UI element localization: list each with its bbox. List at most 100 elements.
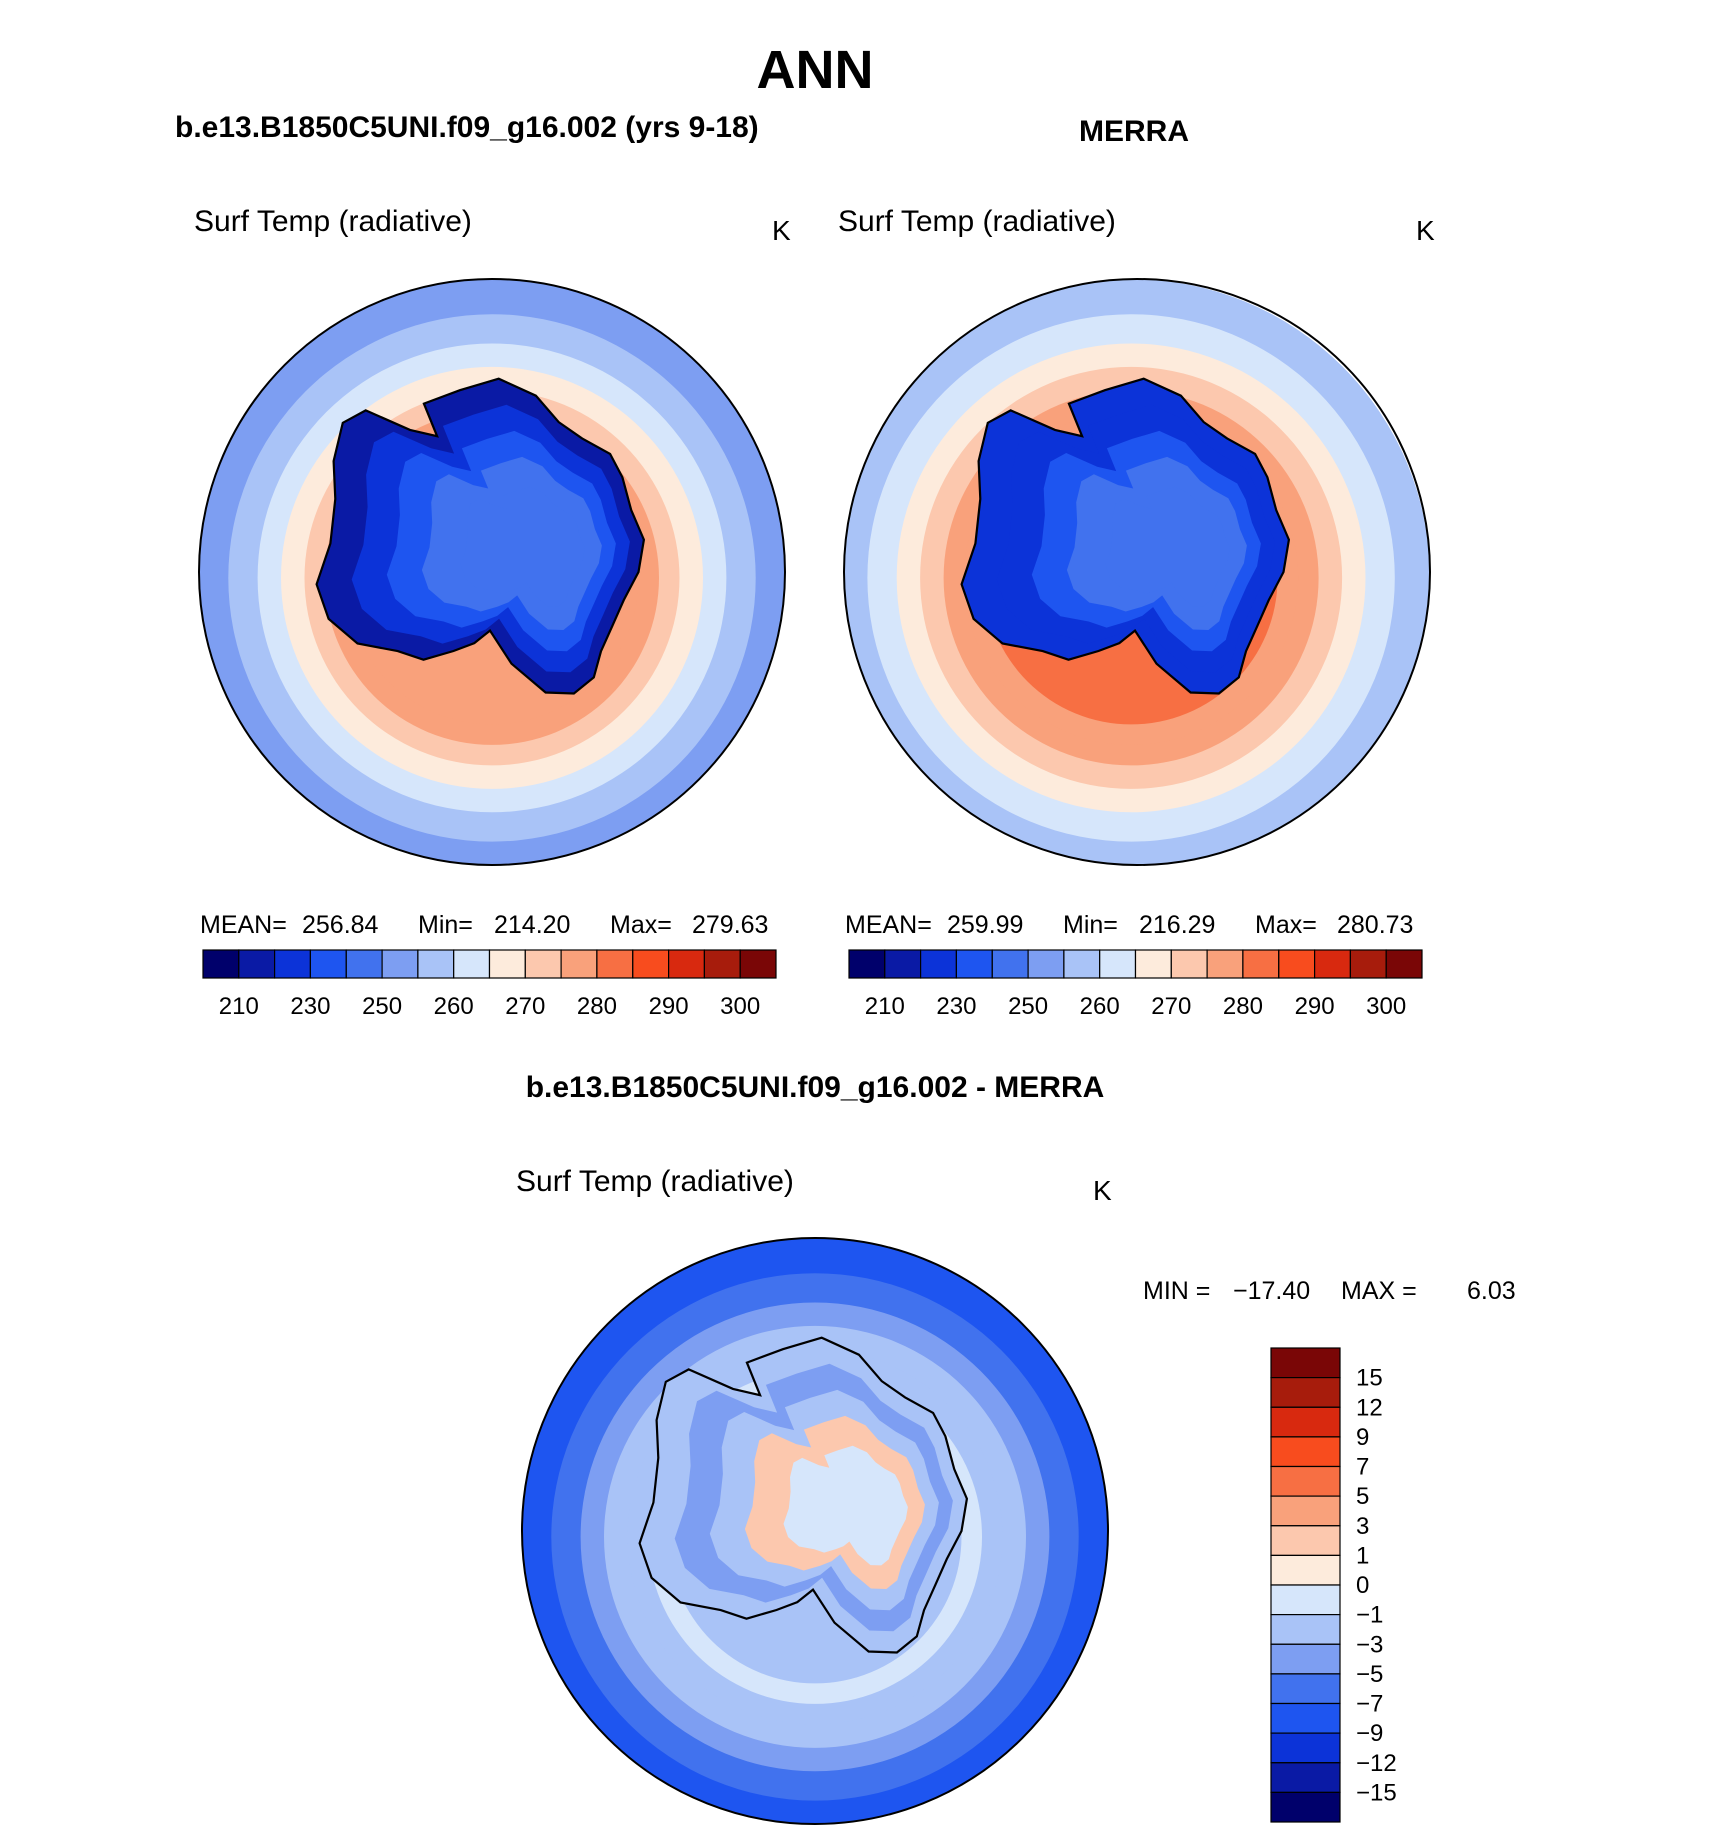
season-title: ANN [757,40,874,100]
colorbar-tick-label: −12 [1356,1750,1397,1777]
colorbar-swatch [1099,949,1137,979]
diff-min-label: MIN = [1143,1277,1210,1305]
colorbar-tick-label: 3 [1356,1513,1369,1540]
colorbar-swatch [1242,949,1280,979]
colorbar-swatch [848,949,886,979]
colorbar-swatch [667,949,705,979]
diff-panel: Surf Temp (radiative) K MIN = −17.40 MAX… [516,1165,1516,1825]
colorbar-swatch [1270,1406,1341,1438]
colorbar-tick-label: 210 [219,993,259,1020]
colorbar-swatch [202,949,240,979]
colorbar-tick-label: 9 [1356,1424,1369,1451]
colorbar-swatch [345,949,383,979]
antarctica-coastline [315,377,646,695]
colorbar-tick-label: 280 [1223,993,1263,1020]
obs-map-border [843,278,1431,866]
colorbar-tick-label: 260 [434,993,474,1020]
land-band-4 [783,1445,908,1566]
colorbar-swatch [1270,1554,1341,1586]
colorbar-tick-label: 250 [362,993,402,1020]
colorbar-tick-label: 230 [290,993,330,1020]
obs-max-value: 280.73 [1337,911,1413,939]
diff-map [522,1238,1108,1824]
model-min-value: 214.20 [494,911,570,939]
diff-units-label: K [1093,1175,1112,1206]
colorbar-tick-label: 7 [1356,1454,1369,1481]
right-panel-title: MERRA [1079,115,1189,148]
colorbar-swatch [1270,1525,1341,1557]
colorbar-tick-label: 250 [1008,993,1048,1020]
colorbar-tick-label: −9 [1356,1720,1383,1747]
colorbar-swatch [1270,1732,1341,1764]
model-panel: Surf Temp (radiative) K MEAN= 256.84 Min… [194,205,791,1020]
diff-max-label: MAX = [1341,1277,1417,1305]
obs-stats: MEAN= 259.99 Min= 216.29 Max= 280.73 [845,911,1413,939]
colorbar-swatch [381,949,419,979]
colorbar-tick-label: −3 [1356,1631,1383,1658]
colorbar-swatch [1270,1376,1341,1408]
obs-mean-value: 259.99 [947,911,1023,939]
colorbar-swatch [884,949,922,979]
colorbar-tick-label: 230 [936,993,976,1020]
diff-variable-label: Surf Temp (radiative) [516,1165,794,1198]
colorbar-swatch [238,949,276,979]
colorbar-swatch [1270,1436,1341,1468]
obs-mean-label: MEAN= [845,911,932,939]
colorbar-tick-label: −5 [1356,1661,1383,1688]
colorbar-swatch [1270,1584,1341,1616]
antarctica-coastline [638,1336,969,1654]
colorbar-swatch [1270,1762,1341,1794]
colorbar-swatch [488,949,526,979]
colorbar-swatch [1270,1495,1341,1527]
left-panel-title: b.e13.B1850C5UNI.f09_g16.002 (yrs 9-18) [175,111,759,144]
colorbar-tick-label: 300 [1366,993,1406,1020]
colorbar-swatch [309,949,347,979]
colorbar-tick-label: 5 [1356,1483,1369,1510]
colorbar-swatch [524,949,562,979]
colorbar-tick-label: 270 [505,993,545,1020]
colorbar-swatch [1063,949,1101,979]
colorbar-tick-label: 1 [1356,1542,1369,1569]
colorbar-tick-label: 15 [1356,1365,1383,1392]
colorbar-swatch [1313,949,1351,979]
colorbar-swatch [453,949,491,979]
colorbar-swatch [1278,949,1316,979]
obs-panel: Surf Temp (radiative) K MEAN= 259.99 Min… [838,205,1435,1020]
obs-max-label: Max= [1255,911,1317,939]
colorbar-swatch [1270,1613,1341,1645]
model-min-label: Min= [418,911,473,939]
colorbar-swatch [1027,949,1065,979]
colorbar-swatch [596,949,634,979]
model-mean-label: MEAN= [200,911,287,939]
colorbar-swatch [955,949,993,979]
colorbar-swatch [1385,949,1423,979]
colorbar-tick-label: 290 [1295,993,1335,1020]
colorbar-swatch [1270,1643,1341,1675]
colorbar-swatch [1134,949,1172,979]
model-map-border [198,278,786,866]
antarctica-coastline [960,377,1291,695]
obs-colorbar: 210 230 250 260 270 280 290 300 [848,949,1423,1020]
colorbar-swatch [1270,1791,1341,1823]
colorbar-tick-label: 270 [1151,993,1191,1020]
colorbar-swatch [274,949,312,979]
colorbar-swatch [1170,949,1208,979]
colorbar-swatch [739,949,777,979]
model-stats: MEAN= 256.84 Min= 214.20 Max= 279.63 [200,911,768,939]
colorbar-swatch [703,949,741,979]
colorbar-swatch [919,949,957,979]
model-colorbar: 210 230 250 260 270 280 290 300 [202,949,777,1020]
land-band-4 [460,486,585,607]
colorbar-tick-label: 0 [1356,1572,1369,1599]
colorbar-swatch [991,949,1029,979]
diff-map-border [521,1237,1109,1825]
colorbar-tick-label: −1 [1356,1602,1383,1629]
diff-min-value: −17.40 [1233,1277,1310,1305]
colorbar-tick-label: 12 [1356,1394,1383,1421]
obs-units-label: K [1416,215,1435,246]
colorbar-swatch [1270,1465,1341,1497]
diff-stats: MIN = −17.40 MAX = 6.03 [1143,1277,1516,1305]
diff-max-value: 6.03 [1467,1277,1516,1305]
colorbar-tick-label: 260 [1080,993,1120,1020]
